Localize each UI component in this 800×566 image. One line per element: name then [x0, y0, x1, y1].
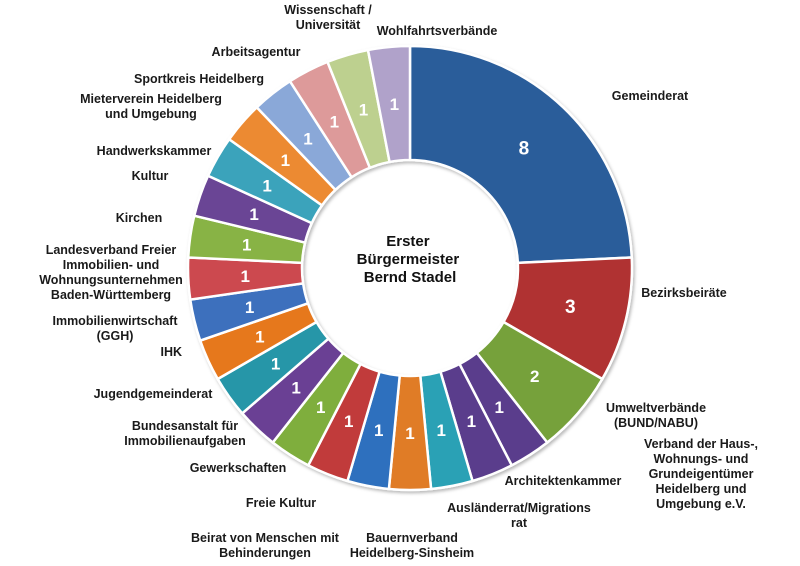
category-label: IHK [160, 345, 182, 359]
category-label: Kultur [132, 169, 169, 183]
category-label-line: Gemeinderat [612, 89, 689, 103]
category-label: Verband der Haus-, Wohnungs- und Grundeige… [644, 437, 758, 511]
category-label-line: Beirat von Menschen mit [191, 531, 340, 545]
category-label-line: Heidelberg-Sinsheim [350, 546, 474, 560]
category-label-line: Wohnungs- und [654, 452, 749, 466]
segment-value-label: 1 [467, 412, 476, 431]
segment-value-label: 1 [405, 424, 414, 443]
category-label-line: Gewerkschaften [190, 461, 287, 475]
category-label: Architektenkammer [505, 474, 622, 488]
category-label-line: Immobilien- und [63, 258, 160, 272]
segment-value-label: 1 [262, 177, 271, 196]
category-label: Kirchen [116, 211, 163, 225]
category-label-line: Ausländerrat/Migrations [447, 501, 591, 515]
category-label-line: Bezirksbeiräte [641, 286, 727, 300]
category-label: Landesverband Freier Immobilien- und Wohnu… [39, 243, 183, 302]
category-label-line: Immobilienaufgaben [124, 434, 246, 448]
category-label: Mieterverein Heidelberg und Umgebung [80, 92, 222, 121]
segment-value-label: 1 [303, 129, 312, 148]
category-label-line: Freie Kultur [246, 496, 316, 510]
segment-value-label: 2 [530, 367, 539, 386]
segment-value-label: 3 [565, 297, 576, 318]
center-label-line-3: Bernd Stadel [364, 269, 457, 286]
category-label-line: Bundesanstalt für [132, 419, 238, 433]
category-label-line: Handwerkskammer [97, 144, 212, 158]
category-label-line: (GGH) [97, 329, 134, 343]
segment-value-label: 1 [271, 355, 280, 374]
donut-segment [366, 44, 412, 164]
category-label: Wissenschaft / Universität [284, 3, 372, 32]
category-label-line: Jugendgemeinderat [94, 387, 214, 401]
segment-value-label: 1 [344, 412, 353, 431]
segment-value-label: 1 [359, 101, 368, 120]
category-label-line: Wohlfahrtsverbände [377, 24, 498, 38]
category-label: Gewerkschaften [190, 461, 287, 475]
category-label-line: Architektenkammer [505, 474, 622, 488]
category-label-line: (BUND/NABU) [614, 416, 698, 430]
category-label-line: Sportkreis Heidelberg [134, 72, 264, 86]
category-label-line: Heidelberg und [656, 482, 747, 496]
category-label-line: Behinderungen [219, 546, 311, 560]
category-label: Sportkreis Heidelberg [134, 72, 264, 86]
segment-value-label: 8 [519, 139, 530, 160]
category-label-line: Landesverband Freier [46, 243, 177, 257]
category-label: Beirat von Menschen mit Behinderungen [191, 531, 340, 560]
category-label-line: Bauernverband [366, 531, 458, 545]
segment-value-label: 1 [330, 112, 339, 131]
category-label: Handwerkskammer [97, 144, 212, 158]
segment-value-label: 1 [240, 267, 249, 286]
category-label-line: und Umgebung [105, 107, 197, 121]
category-label: Bezirksbeiräte [641, 286, 727, 300]
segment-value-label: 1 [494, 398, 503, 417]
segment-value-label: 1 [316, 398, 325, 417]
category-label-line: Kirchen [116, 211, 163, 225]
category-label: Bauernverband Heidelberg-Sinsheim [350, 531, 474, 560]
category-label-line: Baden-Württemberg [51, 288, 171, 302]
segment-value-label: 1 [390, 95, 399, 114]
category-label: Arbeitsagentur [212, 45, 301, 59]
category-label-line: Verband der Haus-, [644, 437, 758, 451]
category-label-line: Universität [296, 18, 361, 32]
segment-value-label: 1 [242, 236, 251, 255]
category-label: Wohlfahrtsverbände [377, 24, 498, 38]
category-label-line: rat [511, 516, 528, 530]
category-label-line: Grundeigentümer [649, 467, 754, 481]
center-label: Erster Bürgermeister Bernd Stadel [357, 233, 464, 286]
donut-segment [408, 44, 634, 265]
segment-value-label: 1 [245, 298, 254, 317]
category-label-line: Kultur [132, 169, 169, 183]
segment-value-label: 1 [374, 421, 383, 440]
category-label: Umweltverbände (BUND/NABU) [606, 401, 706, 430]
category-label-line: Immobilienwirtschaft [52, 314, 178, 328]
category-label-line: IHK [160, 345, 182, 359]
category-label-line: Mieterverein Heidelberg [80, 92, 222, 106]
center-label-line-1: Erster [386, 233, 430, 250]
center-label-line-2: Bürgermeister [357, 251, 460, 268]
category-label-line: Umgebung e.V. [656, 497, 746, 511]
segment-value-label: 1 [281, 151, 290, 170]
category-label-line: Wissenschaft / [284, 3, 372, 17]
category-label: Immobilienwirtschaft (GGH) [52, 314, 178, 343]
category-label-line: Arbeitsagentur [212, 45, 301, 59]
segment-value-label: 1 [249, 205, 258, 224]
category-label-line: Umweltverbände [606, 401, 706, 415]
segment-value-label: 1 [255, 328, 264, 347]
category-label: Ausländerrat/Migrations rat [447, 501, 591, 530]
segment-value-label: 1 [436, 421, 445, 440]
category-label: Freie Kultur [246, 496, 316, 510]
category-label-line: Wohnungsunternehmen [39, 273, 183, 287]
category-label: Bundesanstalt für Immobilienaufgaben [124, 419, 246, 448]
category-label: Jugendgemeinderat [94, 387, 214, 401]
category-label: Gemeinderat [612, 89, 689, 103]
segment-value-label: 1 [291, 378, 300, 397]
